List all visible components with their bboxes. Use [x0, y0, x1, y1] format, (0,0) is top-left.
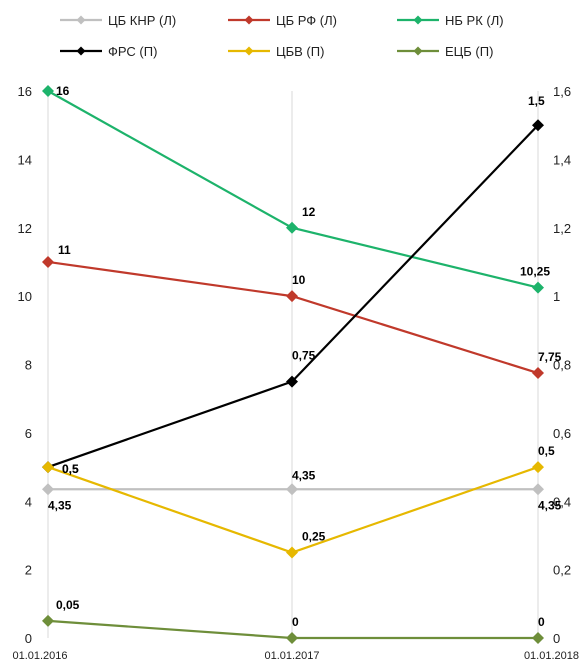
left-y-tick-label: 8	[25, 358, 32, 373]
legend-item-фрс: ФРС (П)	[60, 44, 157, 59]
series-line-нб-рк	[47, 90, 539, 289]
legend-item-нб-рк: НБ РК (Л)	[397, 13, 504, 28]
left-y-tick-label: 14	[18, 152, 32, 167]
legend-marker	[76, 46, 86, 56]
legend-marker	[244, 46, 254, 56]
data-point-ецб	[42, 614, 54, 627]
data-point-цб-кнр	[286, 483, 298, 496]
data-label-цб-рф: 11	[58, 243, 71, 257]
data-label-цб-рф: 10	[292, 273, 306, 287]
data-label-цб-рф: 7,75	[538, 350, 562, 364]
left-y-tick-label: 10	[18, 289, 32, 304]
data-point-цбв	[42, 461, 54, 474]
legend-marker	[413, 46, 423, 56]
data-label-фрс: 1,5	[528, 94, 545, 108]
data-point-нб-рк	[286, 221, 298, 234]
left-y-tick-label: 4	[25, 494, 32, 509]
data-label-цб-кнр: 4,35	[48, 498, 72, 512]
left-y-tick-label: 12	[18, 221, 32, 236]
left-y-tick-label: 0	[25, 631, 32, 646]
right-y-tick-label: 1	[553, 289, 560, 304]
data-label-цб-кнр: 4,35	[538, 498, 562, 512]
data-label-ецб: 0	[292, 615, 299, 629]
legend-label: НБ РК (Л)	[445, 13, 504, 28]
right-y-tick-label: 1,6	[553, 84, 571, 99]
legend-label: ЦБ КНР (Л)	[108, 13, 176, 28]
legend-label: ЦБ РФ (Л)	[276, 13, 337, 28]
right-y-tick-label: 0,6	[553, 426, 571, 441]
legend-item-цбв: ЦБВ (П)	[228, 44, 324, 59]
data-label-цбв: 0,25	[302, 530, 326, 544]
data-point-фрс	[532, 119, 544, 132]
data-label-нб-рк: 10,25	[520, 265, 550, 279]
right-y-tick-label: 0,4	[553, 494, 571, 509]
left-y-tick-label: 6	[25, 426, 32, 441]
legend-item-цб-рф: ЦБ РФ (Л)	[228, 13, 337, 28]
data-labels: 4,354,354,3511107,75161210,250,50,751,50…	[48, 84, 562, 629]
right-y-tick-label: 0,8	[553, 358, 571, 373]
data-label-ецб: 0	[538, 615, 545, 629]
right-y-tick-label: 0	[553, 631, 560, 646]
x-tick-label: 01.01.2016	[12, 650, 67, 662]
data-label-фрс: 0,5	[62, 462, 79, 476]
legend-label: ЕЦБ (П)	[445, 44, 493, 59]
legend-marker	[244, 15, 254, 25]
right-y-tick-label: 0,2	[553, 563, 571, 578]
series-layer	[42, 85, 544, 644]
data-point-цб-кнр	[532, 483, 544, 496]
legend-label: ЦБВ (П)	[276, 44, 324, 59]
legend: ЦБ КНР (Л) ЦБ РФ (Л) НБ РК (Л) ФРС (П) ЦБВ (…	[60, 13, 504, 59]
data-point-цб-кнр	[42, 483, 54, 496]
data-point-цбв	[532, 461, 544, 474]
right-y-axis: 0 0,2 0,4 0,6 0,8 1 1,2 1,4 1,6	[553, 84, 571, 646]
x-tick-label: 01.01.2017	[264, 650, 319, 662]
data-point-ецб	[286, 632, 298, 644]
data-point-нб-рк	[532, 281, 544, 294]
x-axis: 01.01.2016 01.01.2017 01.01.2018	[12, 650, 579, 662]
data-point-цб-рф	[286, 290, 298, 303]
data-label-нб-рк: 16	[56, 84, 70, 98]
legend-marker	[76, 15, 86, 25]
data-point-цб-рф	[42, 255, 54, 268]
data-label-цбв: 0,5	[62, 462, 79, 476]
legend-marker	[413, 15, 423, 25]
data-point-цбв	[286, 546, 298, 559]
data-point-фрс	[286, 375, 298, 388]
data-point-ецб	[532, 632, 544, 644]
legend-item-цб-кнр: ЦБ КНР (Л)	[60, 13, 176, 28]
data-point-нб-рк	[42, 85, 54, 97]
right-y-tick-label: 1,4	[553, 152, 571, 167]
data-label-ецб: 0,05	[56, 598, 80, 612]
left-y-tick-label: 16	[18, 84, 32, 99]
data-point-цб-рф	[532, 367, 544, 380]
data-label-цб-кнр: 4,35	[292, 468, 316, 482]
left-y-tick-label: 2	[25, 563, 32, 578]
right-y-tick-label: 1,2	[553, 221, 571, 236]
data-label-фрс: 0,75	[292, 349, 316, 363]
legend-label: ФРС (П)	[108, 44, 157, 59]
data-label-цбв: 0,5	[538, 444, 555, 458]
left-y-axis: 0 2 4 6 8 10 12 14 16	[18, 84, 32, 646]
data-label-нб-рк: 12	[302, 205, 316, 219]
legend-item-ецб: ЕЦБ (П)	[397, 44, 493, 59]
x-tick-label: 01.01.2018	[524, 650, 579, 662]
